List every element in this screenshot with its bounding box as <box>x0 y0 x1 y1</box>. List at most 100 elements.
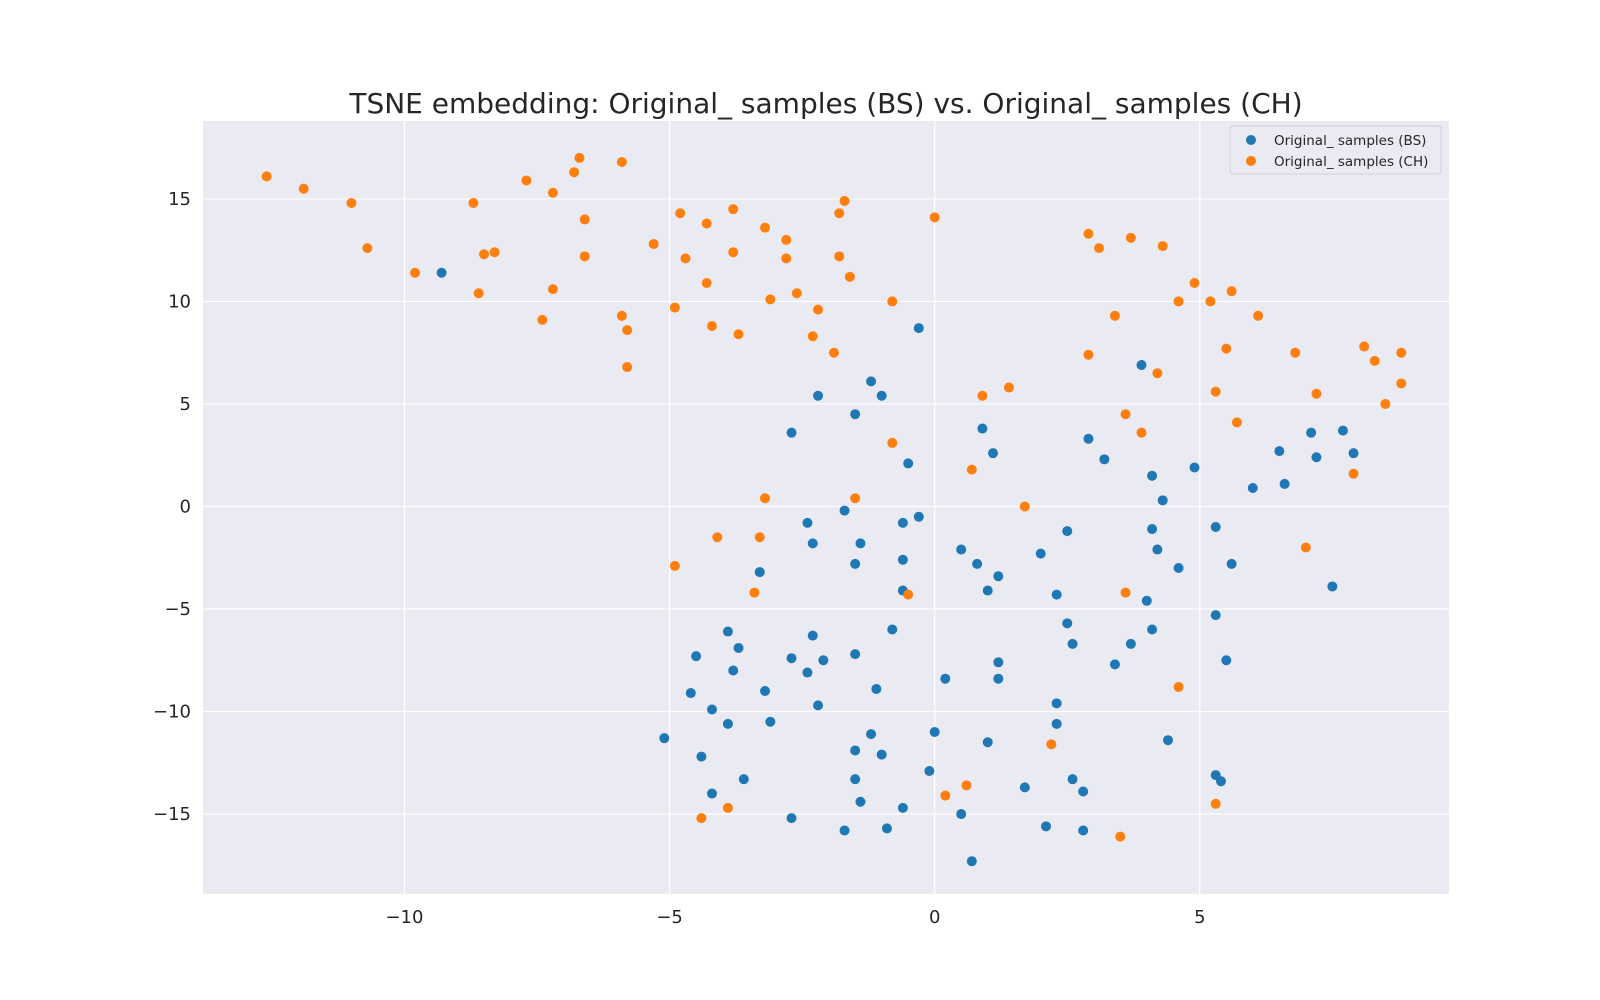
y-tick-label: −10 <box>153 702 191 723</box>
chart-title: TSNE embedding: Original_ samples (BS) v… <box>348 87 1302 120</box>
data-point <box>807 331 818 342</box>
data-point <box>346 198 357 209</box>
data-point <box>1083 228 1094 239</box>
data-point <box>897 802 908 813</box>
legend-marker-ch <box>1246 156 1256 166</box>
data-point <box>622 362 633 373</box>
data-point <box>701 218 712 229</box>
data-point <box>1221 343 1232 354</box>
data-point <box>1210 521 1221 532</box>
data-point <box>866 376 877 387</box>
data-point <box>791 288 802 299</box>
data-point <box>813 304 824 315</box>
x-tick-label: −10 <box>385 907 423 928</box>
data-point <box>728 204 739 215</box>
data-point <box>993 571 1004 582</box>
data-point <box>813 700 824 711</box>
data-point <box>1396 378 1407 389</box>
data-point <box>616 157 627 168</box>
data-point <box>1051 698 1062 709</box>
data-point <box>1396 347 1407 358</box>
data-point <box>1205 296 1216 307</box>
x-tick-label: −5 <box>656 907 683 928</box>
data-point <box>786 653 797 664</box>
data-point <box>924 765 935 776</box>
data-point <box>1306 427 1317 438</box>
data-point <box>754 567 765 578</box>
data-point <box>850 409 861 420</box>
data-point <box>1109 310 1120 321</box>
data-point <box>616 310 627 321</box>
data-point <box>696 751 707 762</box>
data-point <box>1051 718 1062 729</box>
data-point <box>547 187 558 198</box>
data-point <box>1078 825 1089 836</box>
data-point <box>680 253 691 264</box>
data-point <box>696 813 707 824</box>
data-point <box>722 626 733 637</box>
data-point <box>903 458 914 469</box>
data-point <box>765 716 776 727</box>
data-point <box>844 271 855 282</box>
data-point <box>977 423 988 434</box>
data-point <box>961 780 972 791</box>
data-point <box>807 538 818 549</box>
data-point <box>802 517 813 528</box>
data-point <box>760 222 771 233</box>
data-point <box>818 655 829 666</box>
y-tick-label: 5 <box>180 394 191 415</box>
data-point <box>929 212 940 223</box>
data-point <box>1041 821 1052 832</box>
data-point <box>1019 782 1030 793</box>
data-point <box>468 198 479 209</box>
data-point <box>786 813 797 824</box>
data-point <box>479 249 490 260</box>
data-point <box>685 688 696 699</box>
data-point <box>436 267 447 278</box>
data-point <box>1290 347 1301 358</box>
data-point <box>866 729 877 740</box>
data-point <box>850 493 861 504</box>
data-point <box>1348 468 1359 479</box>
data-point <box>1120 587 1131 598</box>
data-point <box>1078 786 1089 797</box>
data-point <box>537 314 548 325</box>
data-point <box>850 558 861 569</box>
data-point <box>839 505 850 516</box>
data-point <box>1147 470 1158 481</box>
data-point <box>1141 595 1152 606</box>
y-tick-label: −15 <box>153 804 191 825</box>
data-point <box>410 267 421 278</box>
data-point <box>701 277 712 288</box>
x-tick-label: 0 <box>929 907 940 928</box>
data-point <box>940 673 951 684</box>
data-point <box>579 214 590 225</box>
data-point <box>648 239 659 250</box>
data-point <box>834 208 845 219</box>
data-point <box>1380 398 1391 409</box>
data-point <box>876 390 887 401</box>
data-point <box>1019 501 1030 512</box>
data-point <box>897 517 908 528</box>
data-point <box>1231 417 1242 428</box>
data-point <box>659 733 670 744</box>
data-point <box>993 673 1004 684</box>
data-point <box>887 296 898 307</box>
data-point <box>738 774 749 785</box>
data-point <box>1035 548 1046 559</box>
data-point <box>855 538 866 549</box>
data-point <box>828 347 839 358</box>
data-point <box>903 589 914 600</box>
y-tick-label: −5 <box>164 599 191 620</box>
data-point <box>871 683 882 694</box>
data-point <box>1152 544 1163 555</box>
data-point <box>1115 831 1126 842</box>
data-point <box>972 558 983 569</box>
data-point <box>707 704 718 715</box>
x-tick-label: 5 <box>1194 907 1205 928</box>
data-point <box>1062 526 1073 537</box>
data-point <box>982 585 993 596</box>
data-point <box>1051 589 1062 600</box>
data-point <box>728 665 739 676</box>
